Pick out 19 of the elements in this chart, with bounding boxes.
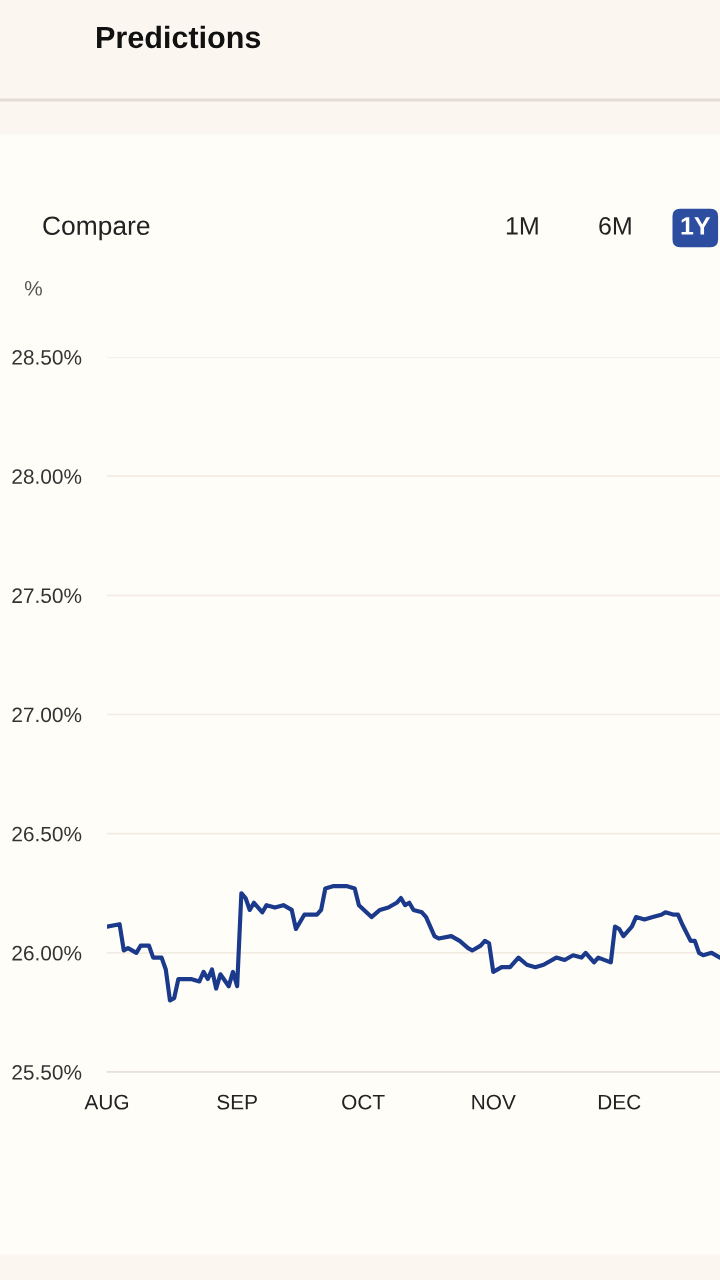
text: Compare xyxy=(43,216,150,241)
text: Predictions xyxy=(97,25,261,49)
line-series xyxy=(107,884,720,1003)
text: 1Y xyxy=(681,217,711,235)
y-axis-title: % xyxy=(24,281,42,296)
x-tick-label: NOV xyxy=(472,1094,516,1110)
x-tick-label: SEP xyxy=(217,1094,257,1110)
text: 6M xyxy=(599,217,631,235)
x-tick-label: OCT xyxy=(342,1094,385,1110)
y-tick-label: 26.50% xyxy=(12,826,82,842)
x-tick-label: DEC xyxy=(598,1094,641,1110)
y-tick-label: 28.00% xyxy=(12,469,82,484)
text: 1M xyxy=(506,217,538,235)
y-tick-label: 26.00% xyxy=(12,945,82,961)
y-tick-label: 27.50% xyxy=(12,588,82,604)
x-tick-label: AUG xyxy=(84,1094,129,1110)
y-tick-label: 27.00% xyxy=(12,707,82,723)
y-tick-label: 25.50% xyxy=(12,1065,82,1080)
y-tick-label: 28.50% xyxy=(12,350,82,365)
